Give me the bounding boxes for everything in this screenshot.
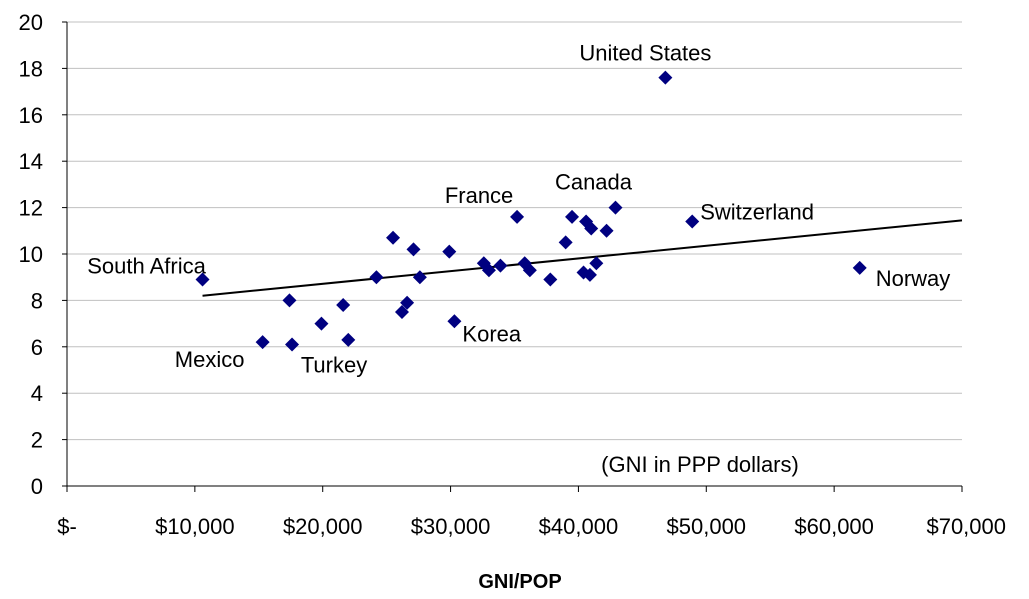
point-label: Mexico (175, 347, 245, 372)
data-point (565, 209, 580, 224)
data-point (599, 223, 614, 238)
data-point (608, 200, 623, 215)
data-point (285, 337, 300, 352)
y-tick-label: 12 (19, 196, 43, 221)
data-point (369, 270, 384, 285)
point-label: Turkey (301, 352, 367, 377)
data-point (584, 221, 599, 236)
currency-note: (GNI in PPP dollars) (601, 452, 799, 477)
x-tick-labels: $- $10,000 $20,000 $30,000 $40,000 $50,000 $60… (57, 514, 1006, 539)
y-tick-label: 2 (31, 428, 43, 453)
y-tick-label: 6 (31, 335, 43, 360)
data-point (195, 272, 210, 287)
x-tick-label: $20,000 (283, 514, 363, 539)
data-point (481, 263, 496, 278)
point-label: France (445, 183, 513, 208)
data-point (658, 70, 673, 85)
data-point (543, 272, 558, 287)
data-point (400, 295, 415, 310)
data-points (195, 70, 867, 352)
point-label: Norway (876, 266, 951, 291)
x-tick-label: $40,000 (539, 514, 619, 539)
x-tick-label: $- (57, 514, 77, 539)
data-point (493, 258, 508, 273)
point-labels: South Africa Mexico Turkey Korea France Canad… (87, 41, 950, 378)
y-tick-label: 4 (31, 381, 43, 406)
data-point (314, 316, 329, 331)
x-tick-label: $60,000 (794, 514, 874, 539)
point-label: South Africa (87, 254, 206, 279)
data-point (852, 260, 867, 275)
data-point (341, 332, 356, 347)
y-tick-label: 14 (19, 149, 43, 174)
point-label: Korea (462, 321, 521, 346)
y-tick-label: 10 (19, 242, 43, 267)
trendline-layer (202, 219, 963, 297)
data-point (558, 235, 573, 250)
data-point (282, 293, 297, 308)
data-point (386, 230, 401, 245)
x-tick-label: $70,000 (926, 514, 1006, 539)
x-tick-label: $10,000 (155, 514, 235, 539)
x-axis-title: GNI/POP (478, 571, 561, 593)
data-point (394, 305, 409, 319)
x-tick-label: $50,000 (667, 514, 747, 539)
point-label: Switzerland (700, 200, 814, 225)
data-point (442, 244, 457, 259)
y-tick-label: 16 (19, 103, 43, 128)
data-point (255, 335, 270, 350)
point-label: Canada (555, 170, 633, 195)
trendline (202, 219, 963, 297)
point-label: United States (579, 41, 711, 66)
x-tick-label: $30,000 (411, 514, 491, 539)
y-tick-label: 20 (19, 10, 43, 35)
data-point (412, 270, 427, 285)
y-tick-label: 0 (31, 474, 43, 499)
data-point (589, 256, 604, 271)
y-tick-label: 8 (31, 288, 43, 313)
data-point (522, 263, 537, 278)
y-tick-label: 18 (19, 56, 43, 81)
axes (62, 21, 963, 492)
gridlines (67, 21, 962, 441)
data-point (406, 242, 421, 257)
y-tick-labels: 0 2 4 6 8 10 12 14 16 18 20 (19, 10, 43, 499)
data-point (447, 314, 462, 329)
data-point (336, 298, 351, 313)
data-point (582, 267, 597, 282)
data-point (685, 214, 700, 229)
data-point (510, 209, 525, 224)
